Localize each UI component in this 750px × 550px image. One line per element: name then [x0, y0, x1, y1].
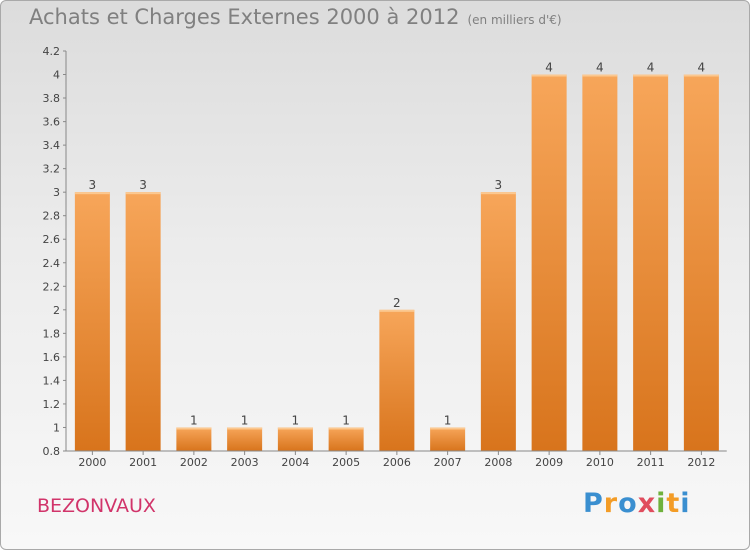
y-tick-label: 1.2 — [43, 398, 61, 411]
bar-highlight — [176, 427, 212, 430]
x-tick-label: 2010 — [586, 456, 614, 469]
data-label: 1 — [342, 413, 350, 427]
bar-highlight — [531, 74, 567, 77]
logo-letter: t — [666, 488, 681, 519]
y-tick-label: 4.2 — [43, 45, 61, 58]
bar-highlight — [125, 192, 161, 195]
bar-2001 — [125, 192, 161, 452]
x-tick-label: 2004 — [281, 456, 309, 469]
bar-highlight — [74, 192, 110, 195]
data-label: 4 — [596, 61, 604, 75]
bar-2008 — [480, 192, 516, 452]
y-tick-label: 3.8 — [43, 92, 61, 105]
y-tick-label: 2.4 — [43, 257, 61, 270]
data-label: 3 — [89, 178, 97, 192]
x-tick-label: 2006 — [383, 456, 411, 469]
y-tick-label: 2.8 — [43, 210, 61, 223]
y-tick-label: 1.8 — [43, 327, 61, 340]
data-label: 3 — [139, 178, 147, 192]
y-tick-label: 1.6 — [43, 351, 61, 364]
y-tick-label: 3.6 — [43, 116, 61, 129]
data-label: 2 — [393, 296, 401, 310]
y-tick-label: 2 — [53, 304, 60, 317]
data-label: 3 — [495, 178, 503, 192]
bar-2011 — [633, 74, 669, 451]
bar-2006 — [379, 309, 415, 451]
chart-title: Achats et Charges Externes 2000 à 2012 (e… — [29, 5, 562, 29]
bar-highlight — [227, 427, 263, 430]
logo-letter: x — [637, 488, 657, 519]
bar-highlight — [683, 74, 719, 77]
bar-highlight — [633, 74, 669, 77]
bar-2007 — [430, 427, 466, 451]
place-name: BEZONVAUX — [37, 495, 156, 517]
y-tick-label: 4 — [53, 69, 60, 82]
logo-letter: i — [680, 488, 691, 519]
y-tick-label: 2.2 — [43, 280, 61, 293]
y-tick-label: 1.4 — [43, 374, 61, 387]
bar-2012 — [683, 74, 719, 451]
x-tick-label: 2012 — [687, 456, 715, 469]
logo-letter: o — [618, 488, 638, 519]
y-tick-label: 3.4 — [43, 139, 61, 152]
data-label: 4 — [545, 61, 553, 75]
data-label: 4 — [647, 61, 655, 75]
logo-letter: r — [603, 488, 619, 519]
bar-highlight — [277, 427, 313, 430]
logo-letter: i — [656, 488, 667, 519]
bar-2003 — [227, 427, 263, 451]
y-tick-label: 2.6 — [43, 233, 61, 246]
x-tick-label: 2000 — [78, 456, 106, 469]
bar-highlight — [582, 74, 618, 77]
bar-2004 — [277, 427, 313, 451]
x-tick-label: 2001 — [129, 456, 157, 469]
data-label: 1 — [190, 413, 198, 427]
bar-highlight — [328, 427, 364, 430]
logo-letter: P — [583, 488, 604, 519]
data-label: 1 — [241, 413, 249, 427]
x-tick-label: 2002 — [180, 456, 208, 469]
bar-highlight — [379, 309, 415, 312]
proxiti-logo: Proxiti — [583, 488, 691, 519]
x-tick-label: 2009 — [535, 456, 563, 469]
y-tick-label: 3 — [53, 186, 60, 199]
bar-2002 — [176, 427, 212, 451]
bar-2009 — [531, 74, 567, 451]
title-text: Achats et Charges Externes 2000 à 2012 — [29, 5, 460, 29]
data-label: 4 — [698, 61, 706, 75]
bar-2000 — [74, 192, 110, 452]
x-tick-label: 2011 — [637, 456, 665, 469]
y-tick-label: 3.2 — [43, 163, 61, 176]
bar-2010 — [582, 74, 618, 451]
bar-2005 — [328, 427, 364, 451]
unit-label: (en milliers d'€) — [467, 13, 562, 27]
x-tick-label: 2003 — [231, 456, 259, 469]
data-label: 1 — [444, 413, 452, 427]
bar-highlight — [430, 427, 466, 430]
data-label: 1 — [292, 413, 300, 427]
x-tick-label: 2005 — [332, 456, 360, 469]
x-tick-label: 2007 — [434, 456, 462, 469]
y-tick-label: 0.8 — [43, 445, 61, 458]
x-tick-label: 2008 — [484, 456, 512, 469]
bar-highlight — [480, 192, 516, 195]
y-tick-label: 1 — [53, 421, 60, 434]
